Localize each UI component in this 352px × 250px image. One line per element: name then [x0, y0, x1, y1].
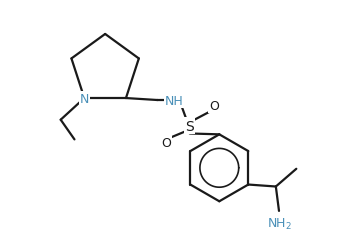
Text: N: N: [80, 92, 89, 105]
Text: O: O: [209, 100, 219, 113]
Text: NH$_2$: NH$_2$: [266, 216, 291, 231]
Text: NH: NH: [165, 94, 183, 107]
Text: O: O: [161, 136, 171, 149]
Text: S: S: [186, 119, 194, 133]
